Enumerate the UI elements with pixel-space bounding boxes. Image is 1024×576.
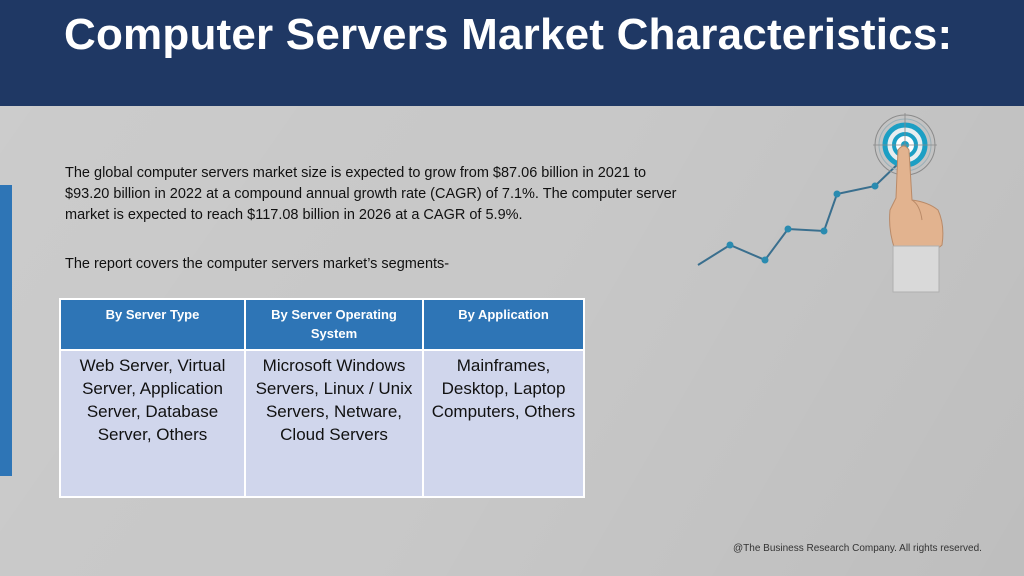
header-operating-system: By Server Operating System bbox=[244, 298, 424, 351]
header-server-type: By Server Type bbox=[59, 298, 246, 351]
cell-operating-system: Microsoft Windows Servers, Linux / Unix … bbox=[244, 349, 424, 498]
pointing-hand-icon bbox=[889, 145, 944, 293]
table-row: Web Server, Virtual Server, Application … bbox=[59, 349, 585, 498]
cell-server-type: Web Server, Virtual Server, Application … bbox=[59, 349, 246, 498]
table-header-row: By Server Type By Server Operating Syste… bbox=[59, 298, 585, 351]
title-banner: Computer Servers Market Characteristics: bbox=[0, 0, 1024, 106]
segments-table: By Server Type By Server Operating Syste… bbox=[59, 298, 585, 498]
header-application: By Application bbox=[422, 298, 585, 351]
copyright-footer: @The Business Research Company. All righ… bbox=[733, 543, 982, 554]
growth-graphic bbox=[697, 113, 944, 293]
growth-line-icon bbox=[697, 159, 903, 266]
left-accent-bar bbox=[0, 185, 12, 476]
cell-application: Mainframes, Desktop, Laptop Computers, O… bbox=[422, 349, 585, 498]
segments-intro-text: The report covers the computer servers m… bbox=[65, 256, 450, 272]
slide-title: Computer Servers Market Characteristics: bbox=[64, 10, 953, 59]
market-size-paragraph: The global computer servers market size … bbox=[65, 165, 677, 223]
